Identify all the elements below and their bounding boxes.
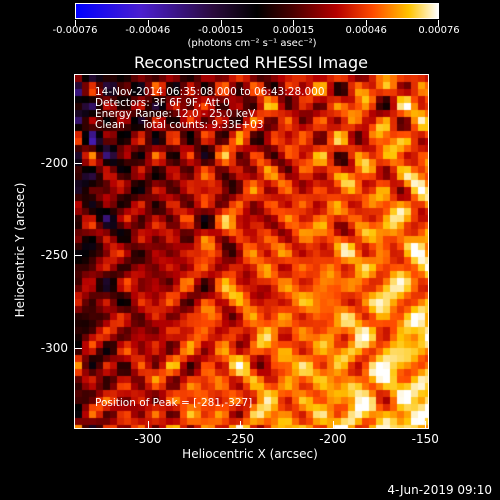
colorbar-tick-mark <box>220 20 222 26</box>
info-peak-position: Position of Peak = [-281,-327] <box>95 397 253 409</box>
colorbar-tick-label: -0.00046 <box>125 25 171 36</box>
info-detectors: Detectors: 3F 6F 9F, Att 0 <box>95 97 230 109</box>
colorbar-tick-mark <box>438 20 439 26</box>
chart-title: Reconstructed RHESSI Image <box>134 53 368 72</box>
x-tick-mark <box>425 421 427 429</box>
y-tick-label: -200 <box>40 155 68 170</box>
colorbar-tick-label: 0.00015 <box>272 25 315 36</box>
heatmap-image <box>75 75 428 428</box>
colorbar-units: (photons cm⁻² s⁻¹ asec⁻²) <box>187 38 317 49</box>
colorbar-tick-label: 0.00046 <box>345 25 387 36</box>
x-axis-label: Heliocentric X (arcsec) <box>182 447 318 461</box>
colorbar-tick-mark <box>293 20 295 26</box>
info-total-counts: Clean Total counts: 9.33E+03 <box>95 119 264 131</box>
x-tick-label: -250 <box>226 432 255 446</box>
colorbar-tick-label: -0.00015 <box>198 25 244 36</box>
info-time-range: 14-Nov-2014 06:35:08.000 to 06:43:28.000 <box>95 86 325 98</box>
info-energy-range: Energy Range: 12.0 - 25.0 keV <box>95 108 256 120</box>
colorbar-tick-label: -0.00076 <box>52 25 98 36</box>
heatmap-plot-area <box>74 74 429 429</box>
x-tick-mark <box>147 421 149 429</box>
y-axis-label: Heliocentric Y (arcsec) <box>13 182 27 318</box>
colorbar-tick-label: 0.00076 <box>418 25 460 36</box>
colorbar-tick-mark <box>75 20 76 26</box>
x-tick-label: -150 <box>411 432 439 446</box>
x-tick-mark <box>332 421 334 429</box>
y-tick-label: -250 <box>40 248 68 263</box>
y-tick-mark <box>74 255 82 257</box>
x-tick-label: -200 <box>319 432 347 446</box>
y-tick-mark <box>74 347 82 349</box>
x-tick-label: -300 <box>134 432 162 446</box>
colorbar-tick-mark <box>366 20 368 26</box>
y-tick-mark <box>74 162 82 164</box>
y-tick-label: -300 <box>40 340 68 355</box>
footer-date: 4-Jun-2019 09:10 <box>387 483 492 497</box>
colorbar <box>75 3 439 19</box>
colorbar-tick-mark <box>147 20 149 26</box>
x-tick-mark <box>240 421 242 429</box>
